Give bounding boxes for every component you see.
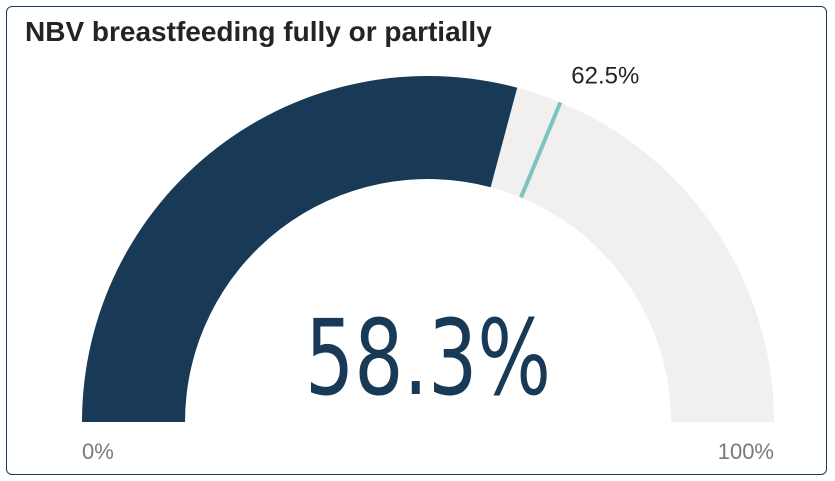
chart-title: NBV breastfeeding fully or partially <box>25 16 492 47</box>
gauge-target-label: 62.5% <box>571 63 639 90</box>
gauge-value-arc <box>82 76 518 423</box>
gauge-value-label: 58.3% <box>305 297 551 419</box>
gauge-target-marker <box>519 101 563 199</box>
gauge-min-label: 0% <box>82 439 114 464</box>
gauge-max-label: 100% <box>718 439 774 464</box>
